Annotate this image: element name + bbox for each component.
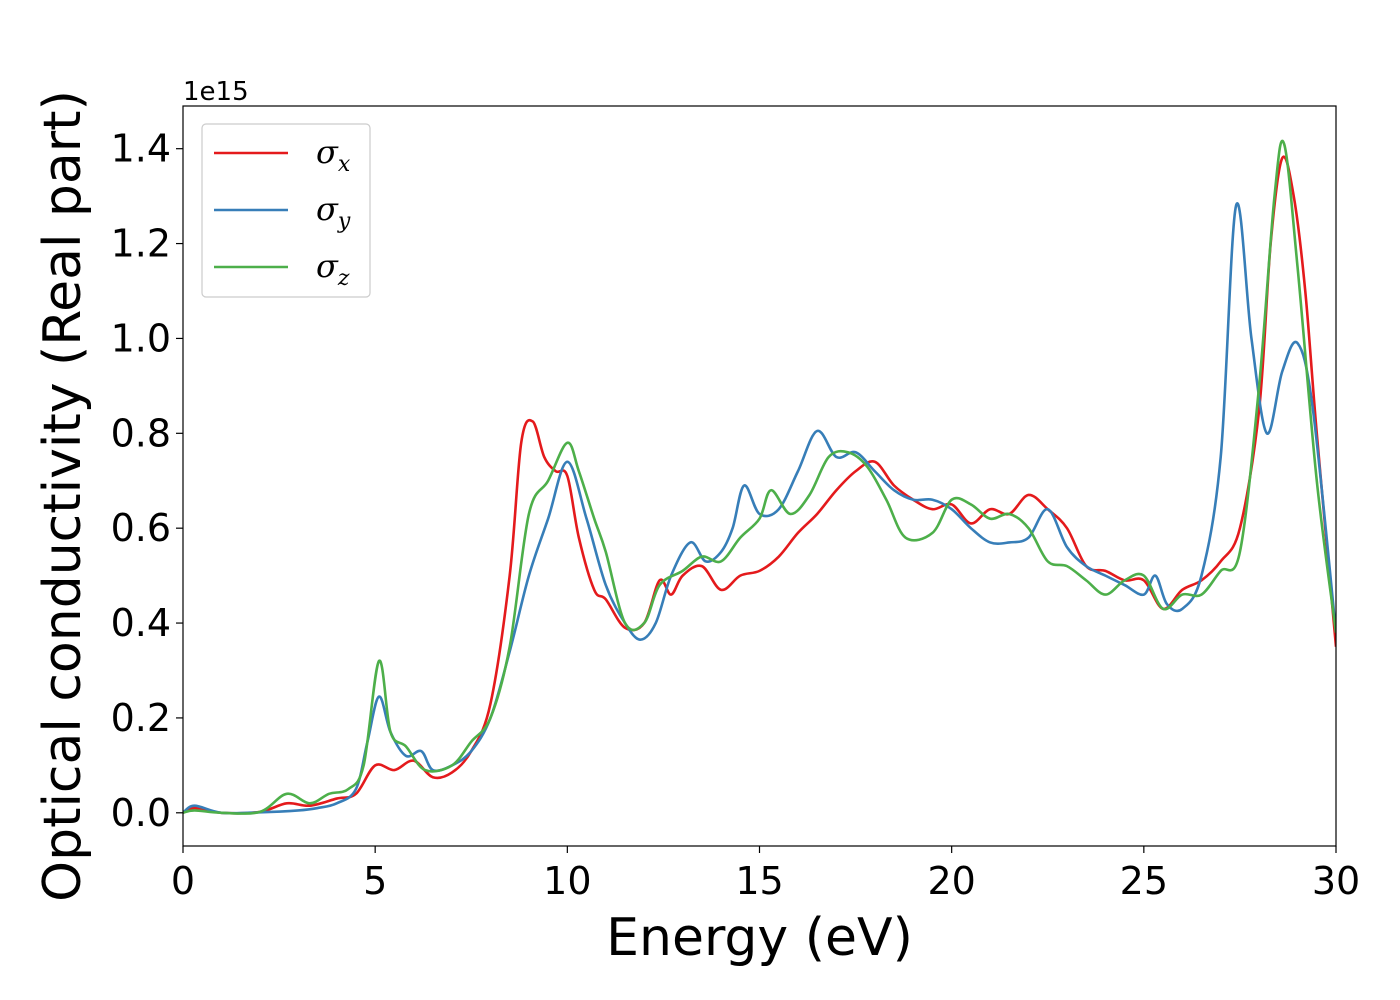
legend-label-x: σx bbox=[316, 133, 351, 177]
y-tick-label: 0.4 bbox=[111, 601, 171, 645]
x-tick-label: 20 bbox=[927, 859, 975, 903]
y-tick-label: 1.2 bbox=[111, 222, 171, 266]
y-axis-label: Optical conductivity (Real part) bbox=[33, 90, 93, 902]
y-axis-offset-text: 1e15 bbox=[183, 77, 249, 107]
y-tick-label: 0.8 bbox=[111, 411, 171, 455]
x-tick-label: 10 bbox=[543, 859, 591, 903]
y-tick-label: 0.2 bbox=[111, 696, 171, 740]
x-axis-ticks: 0 5 10 15 20 25 30 bbox=[171, 846, 1360, 903]
y-tick-label: 0.0 bbox=[111, 791, 171, 835]
y-tick-label: 0.6 bbox=[111, 506, 171, 550]
legend-label-z: σz bbox=[316, 247, 350, 291]
legend-label-y: σy bbox=[316, 190, 351, 234]
x-tick-label: 15 bbox=[735, 859, 783, 903]
series-line-z bbox=[183, 139, 1336, 815]
y-tick-label: 1.4 bbox=[111, 127, 171, 171]
plot-lines bbox=[183, 139, 1336, 815]
legend: σx σy σz bbox=[201, 123, 371, 298]
x-tick-label: 30 bbox=[1312, 859, 1360, 903]
x-axis-label: Energy (eV) bbox=[606, 908, 913, 968]
y-tick-label: 1.0 bbox=[111, 316, 171, 360]
x-tick-label: 25 bbox=[1120, 859, 1168, 903]
y-axis-ticks: 0.0 0.2 0.4 0.6 0.8 1.0 1.2 1.4 bbox=[111, 127, 183, 835]
series-line-x bbox=[183, 155, 1336, 815]
x-tick-label: 5 bbox=[363, 859, 387, 903]
x-tick-label: 0 bbox=[171, 859, 195, 903]
